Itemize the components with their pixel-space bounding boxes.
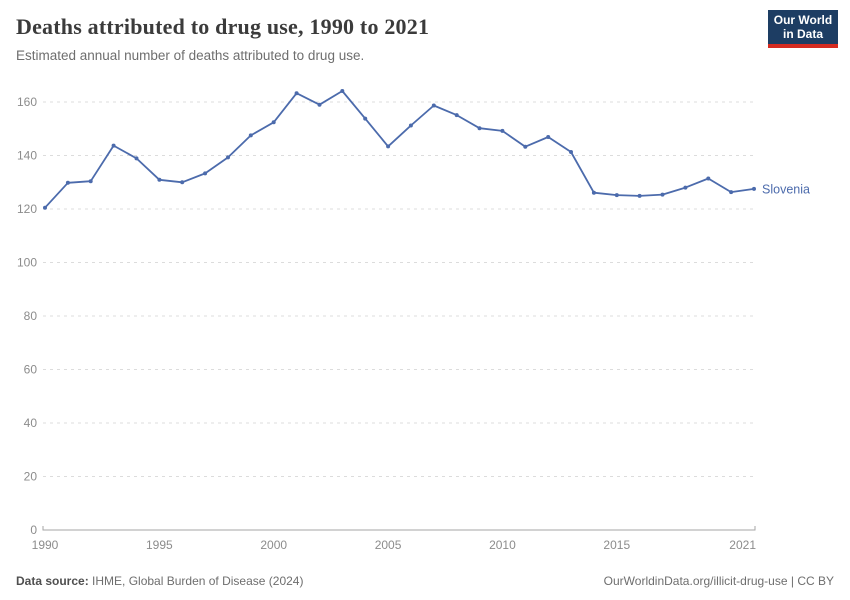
series-line-slovenia (44, 90, 755, 209)
data-source-label: Data source: (16, 574, 89, 588)
x-tick-label-2010: 2010 (489, 538, 516, 552)
y-tick-label-0: 0 (30, 523, 37, 537)
y-tick-label-100: 100 (17, 256, 37, 270)
data-point-1999 (248, 133, 253, 138)
owid-logo-line2: in Data (782, 27, 823, 41)
data-point-1995 (157, 177, 162, 182)
data-point-1992 (88, 179, 93, 184)
footer-url[interactable]: OurWorldinData.org/illicit-drug-use (603, 574, 788, 588)
y-tick-label-120: 120 (17, 202, 37, 216)
y-tick-label-140: 140 (17, 149, 37, 163)
x-tick-label-1990: 1990 (32, 538, 59, 552)
data-point-2018 (683, 185, 688, 190)
data-point-2006 (408, 123, 413, 128)
data-point-2021 (752, 186, 756, 191)
data-source-value: IHME, Global Burden of Disease (2024) (88, 574, 304, 588)
x-tick-label-2000: 2000 (260, 538, 287, 552)
data-point-1994 (134, 156, 139, 161)
data-point-2002 (317, 102, 322, 107)
x-axis-line (42, 526, 756, 531)
data-point-2001 (294, 91, 299, 96)
data-point-2010 (500, 128, 505, 133)
chart-subtitle: Estimated annual number of deaths attrib… (16, 48, 365, 63)
y-tick-label-160: 160 (17, 95, 37, 109)
data-point-2008 (454, 113, 459, 118)
data-point-1996 (180, 180, 185, 185)
y-tick-label-20: 20 (24, 470, 38, 484)
x-tick-label-2021: 2021 (729, 538, 756, 552)
data-point-2004 (363, 116, 368, 121)
data-point-2007 (431, 103, 436, 108)
footer-separator: | (787, 574, 798, 588)
data-point-2020 (729, 190, 734, 195)
y-tick-label-40: 40 (24, 416, 38, 430)
data-point-2014 (591, 190, 596, 195)
owid-logo-line1: Our World (773, 13, 833, 27)
data-point-2017 (660, 192, 665, 197)
chart-footer: Data source: IHME, Global Burden of Dise… (16, 574, 834, 588)
data-point-1997 (203, 171, 208, 176)
data-source: Data source: IHME, Global Burden of Dise… (16, 574, 303, 588)
y-tick-label-60: 60 (24, 363, 38, 377)
data-point-1990 (43, 205, 47, 210)
data-point-2016 (637, 193, 642, 198)
data-point-2009 (477, 126, 482, 131)
x-tick-label-2015: 2015 (603, 538, 630, 552)
data-point-2015 (614, 193, 619, 198)
data-point-1991 (65, 180, 70, 185)
data-point-1998 (226, 155, 230, 160)
data-point-1993 (111, 143, 116, 148)
license-badge: CC BY (797, 574, 834, 588)
y-tick-label-80: 80 (24, 309, 38, 323)
x-tick-label-1995: 1995 (146, 538, 173, 552)
data-point-2012 (546, 135, 551, 139)
footer-links: OurWorldinData.org/illicit-drug-use | CC… (604, 574, 834, 588)
x-tick-label-2005: 2005 (375, 538, 402, 552)
data-point-2005 (386, 144, 391, 149)
data-point-2000 (271, 120, 276, 125)
data-point-2019 (706, 176, 711, 181)
entity-label-slovenia[interactable]: Slovenia (762, 182, 810, 196)
data-point-2003 (340, 89, 345, 93)
page-title: Deaths attributed to drug use, 1990 to 2… (16, 14, 430, 39)
owid-logo[interactable]: Our World in Data (768, 10, 838, 48)
data-point-2011 (523, 144, 528, 149)
data-point-2013 (569, 150, 573, 154)
